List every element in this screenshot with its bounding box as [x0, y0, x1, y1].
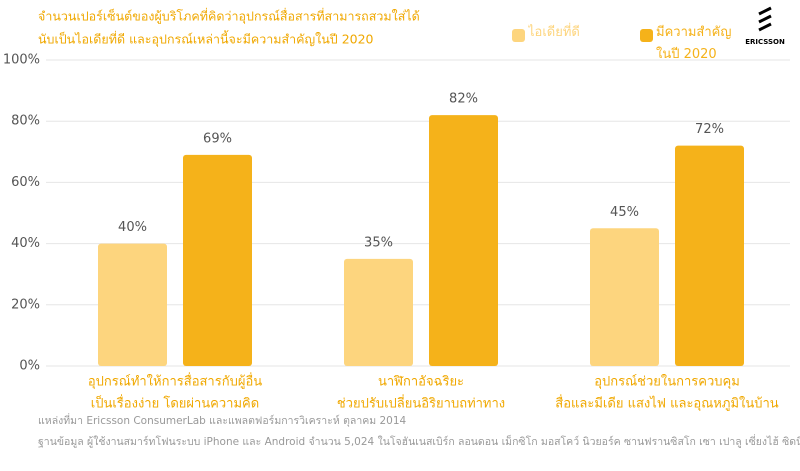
- y-tick-label: 60%: [11, 175, 40, 190]
- bar: [344, 258, 413, 366]
- legend-label: มีความสำคัญ ในปี 2020: [656, 25, 732, 62]
- note: ฐานข้อมูล ผู้ใช้งานสมาร์ทโฟนระบบ iPhone …: [38, 434, 800, 448]
- value-label: 72%: [695, 122, 724, 137]
- y-tick-label: 80%: [11, 114, 40, 129]
- bar: [590, 228, 659, 366]
- bar: [429, 115, 498, 366]
- value-label: 40%: [118, 220, 147, 235]
- x-tick-label: สื่อและมีเดีย แสงไฟ และอุณหภูมิในบ้าน: [555, 395, 779, 412]
- value-label: 69%: [203, 131, 232, 146]
- x-tick-label: อุปกรณ์ช่วยในการควบคุม: [594, 374, 740, 390]
- legend-label: ไอเดียที่ดี: [528, 25, 580, 40]
- x-tick-label: เป็นเรื่องง่าย โดยผ่านความคิด: [91, 394, 259, 412]
- y-tick-label: 100%: [3, 53, 40, 68]
- x-tick-label: นาฬิกาอัจฉริยะ: [378, 375, 464, 390]
- y-tick-label: 20%: [11, 297, 40, 312]
- y-tick-label: 40%: [11, 236, 40, 251]
- logo: ERICSSON: [745, 38, 785, 46]
- bar: [98, 243, 167, 366]
- x-tick-label: อุปกรณ์ทำให้การสื่อสารกับผู้อื่น: [88, 373, 262, 390]
- chart-title: จำนวนเปอร์เซ็นต์ของผู้บริโภคที่คิดว่าอุป…: [38, 8, 420, 25]
- legend-swatch: [512, 29, 525, 42]
- bar: [675, 145, 744, 366]
- legend-item: มีความสำคัญ ในปี 2020: [656, 25, 732, 62]
- logo-mark: [758, 6, 772, 32]
- note: แหล่งที่มา Ericsson ConsumerLab และแพลตฟ…: [38, 413, 407, 427]
- value-label: 82%: [449, 92, 478, 107]
- chart-title: นับเป็นไอเดียที่ดี และอุปกรณ์เหล่านี้จะม…: [38, 30, 374, 48]
- value-label: 45%: [610, 205, 639, 220]
- legend-swatch: [640, 29, 653, 42]
- legend-item: ไอเดียที่ดี: [528, 25, 580, 40]
- y-tick-label: 0%: [19, 359, 40, 374]
- x-tick-label: ช่วยปรับเปลี่ยนอิริยาบถท่าทาง: [337, 395, 505, 412]
- bar: [183, 154, 252, 366]
- value-label: 35%: [364, 235, 393, 250]
